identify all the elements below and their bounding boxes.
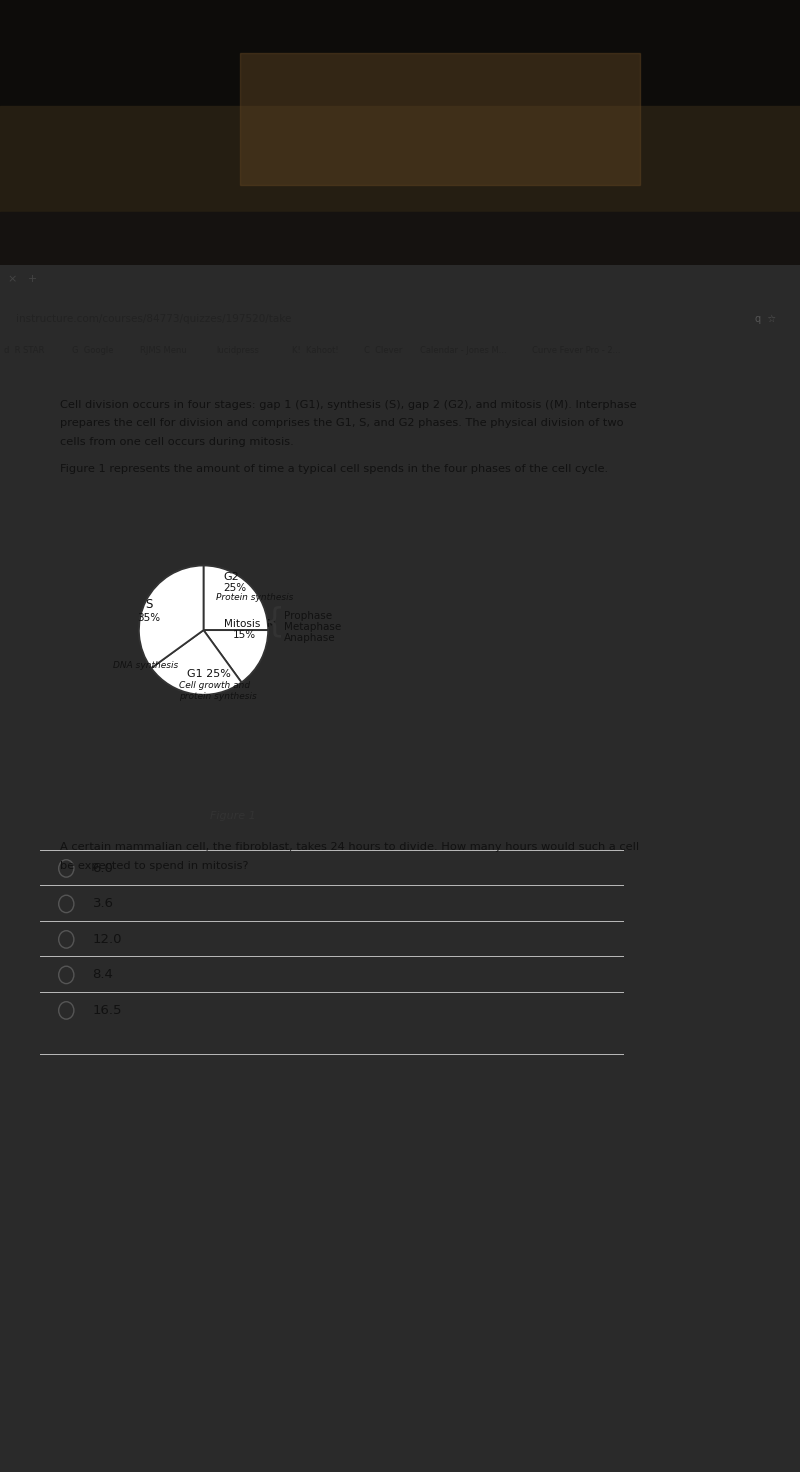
Text: C  Clever: C Clever — [364, 346, 402, 355]
Text: Anaphase: Anaphase — [284, 633, 336, 643]
Text: K!  Kahoot!: K! Kahoot! — [292, 346, 338, 355]
Wedge shape — [203, 630, 268, 683]
Text: q  ☆: q ☆ — [755, 314, 776, 324]
Text: Protein synthesis: Protein synthesis — [217, 593, 294, 602]
Bar — [0, 212, 800, 265]
Text: 3.6: 3.6 — [93, 898, 114, 910]
Text: Prophase: Prophase — [284, 611, 333, 621]
Text: d  R STAR: d R STAR — [4, 346, 44, 355]
Text: Cell growth and: Cell growth and — [179, 682, 250, 690]
Text: be expected to spend in mitosis?: be expected to spend in mitosis? — [61, 861, 249, 870]
Text: ×   +: × + — [8, 274, 38, 284]
Bar — [0, 106, 800, 212]
Text: cells from one cell occurs during mitosis.: cells from one cell occurs during mitosi… — [61, 437, 294, 446]
Text: 15%: 15% — [233, 630, 256, 640]
Text: Figure 1: Figure 1 — [210, 811, 255, 821]
Text: Calendar - Jones M...: Calendar - Jones M... — [420, 346, 506, 355]
Text: Cell division occurs in four stages: gap 1 (G1), synthesis (S), gap 2 (G2), and : Cell division occurs in four stages: gap… — [61, 400, 637, 411]
Text: Mitosis  M: Mitosis M — [224, 618, 276, 629]
Bar — [240, 53, 640, 185]
Text: 8.4: 8.4 — [93, 969, 114, 982]
Text: G1 25%: G1 25% — [187, 670, 231, 679]
Text: Metaphase: Metaphase — [284, 621, 342, 631]
Text: lucidpress: lucidpress — [216, 346, 259, 355]
Wedge shape — [151, 630, 242, 695]
Text: DNA synthesis: DNA synthesis — [113, 661, 178, 670]
Text: 6.0: 6.0 — [93, 863, 114, 874]
Wedge shape — [139, 565, 203, 668]
Wedge shape — [203, 565, 268, 630]
Text: G2: G2 — [223, 573, 238, 581]
Text: 12.0: 12.0 — [93, 933, 122, 946]
Text: 16.5: 16.5 — [93, 1004, 122, 1017]
Text: prepares the cell for division and comprises the G1, S, and G2 phases. The physi: prepares the cell for division and compr… — [61, 418, 624, 428]
Text: RJMS Menu: RJMS Menu — [140, 346, 186, 355]
Text: 35%: 35% — [137, 614, 160, 624]
Text: G  Google: G Google — [72, 346, 114, 355]
Bar — [0, 0, 800, 106]
Text: 25%: 25% — [223, 583, 246, 593]
Text: protein synthesis: protein synthesis — [179, 692, 257, 701]
Text: A certain mammalian cell, the fibroblast, takes 24 hours to divide. How many hou: A certain mammalian cell, the fibroblast… — [61, 842, 639, 852]
Text: Curve Fever Pro - 2...: Curve Fever Pro - 2... — [532, 346, 621, 355]
Text: Figure 1 represents the amount of time a typical cell spends in the four phases : Figure 1 represents the amount of time a… — [61, 464, 609, 474]
Text: instructure.com/courses/84773/quizzes/197520/take: instructure.com/courses/84773/quizzes/19… — [16, 314, 291, 324]
Text: S: S — [145, 598, 152, 611]
Text: {: { — [264, 606, 286, 639]
